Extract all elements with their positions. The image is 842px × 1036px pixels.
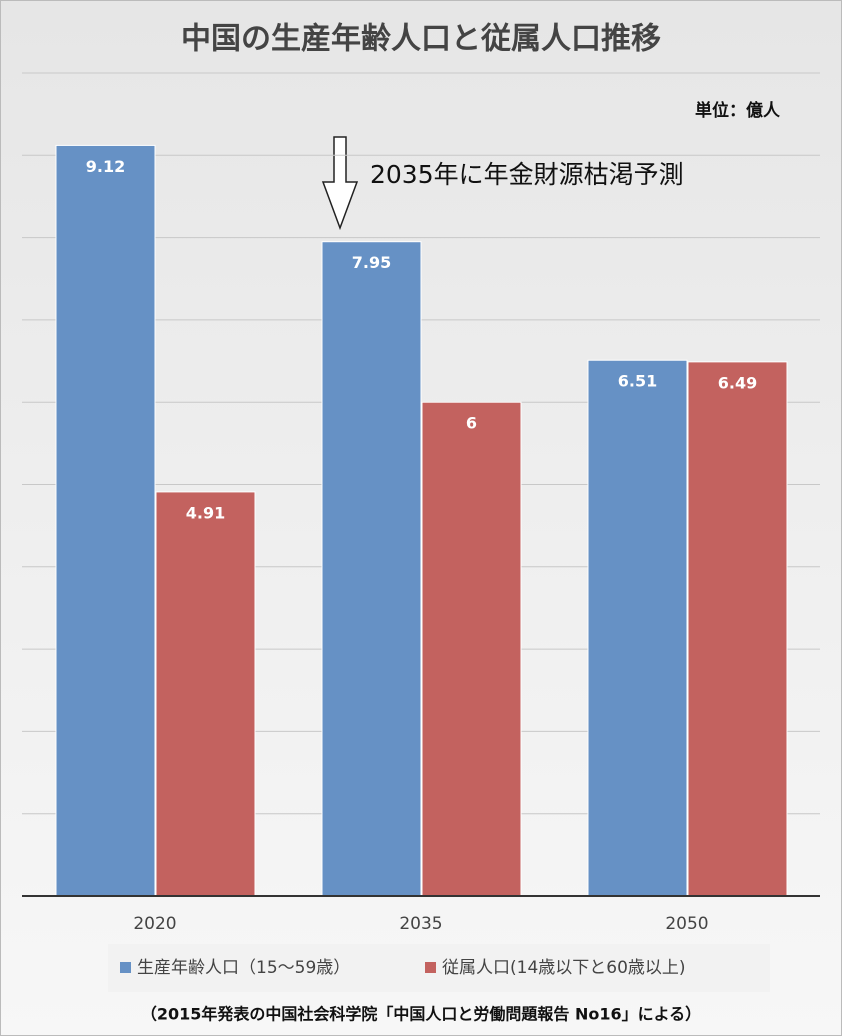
value-label: 7.95 (352, 253, 391, 272)
plot-area: 2020 9.12 4.91 2035 7.95 6 2050 6.51 6.49 生産年齢人口（… (22, 72, 820, 978)
bar (421, 401, 522, 897)
value-label: 6.49 (718, 373, 757, 392)
x-tick-label: 2050 (665, 914, 708, 934)
legend-label: 従属人口(14歳以下と60歳以上) (442, 958, 686, 978)
legend-swatch (425, 962, 436, 973)
bar (687, 361, 788, 897)
value-label: 9.12 (86, 157, 125, 176)
bar (55, 144, 156, 897)
annotation: 2035年に年金財源枯渇予測 (370, 160, 684, 189)
bar (321, 241, 422, 897)
legend-box (108, 944, 770, 992)
value-label: 4.91 (186, 503, 225, 522)
x-tick-label: 2020 (133, 914, 176, 934)
value-label: 6.51 (618, 372, 657, 391)
unit-label: 単位：億人 (695, 100, 781, 121)
legend-label: 生産年齢人口（15～59歳） (137, 958, 350, 978)
legend-swatch (120, 962, 131, 973)
value-label: 6 (466, 414, 477, 433)
chart-title: 中国の生産年齢人口と従属人口推移 (181, 22, 661, 57)
source-note: （2015年発表の中国社会科学院「中国人口と労働問題報告 No16」による） (141, 1005, 701, 1024)
arrow (321, 136, 359, 231)
bar (155, 491, 256, 897)
x-tick-label: 2035 (399, 914, 442, 934)
bar (587, 359, 688, 897)
